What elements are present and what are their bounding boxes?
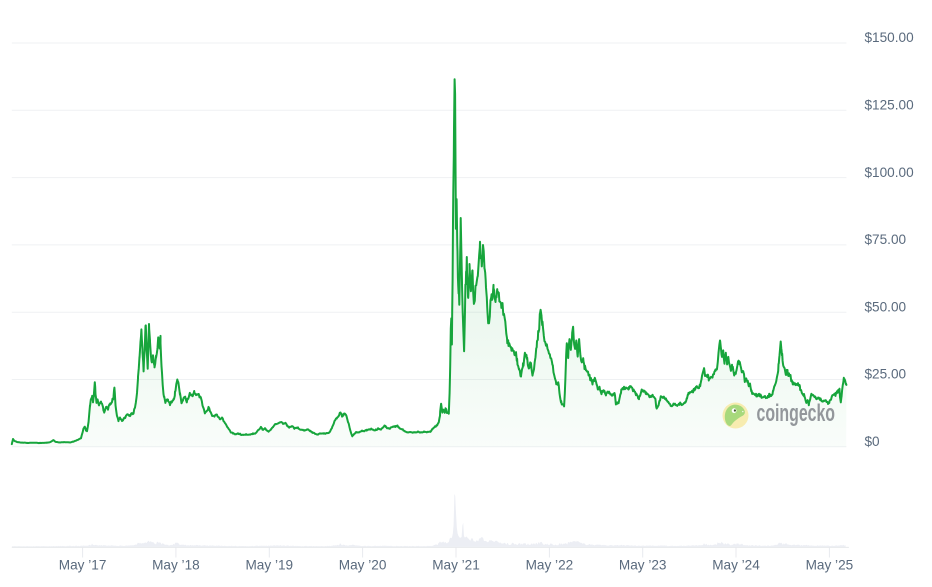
svg-text:May ’17: May ’17	[59, 558, 107, 573]
svg-text:May ’25: May ’25	[806, 558, 854, 573]
svg-text:$125.00: $125.00	[865, 98, 915, 113]
svg-text:coingecko: coingecko	[757, 400, 836, 427]
svg-text:May ’20: May ’20	[339, 558, 387, 573]
svg-text:May ’21: May ’21	[432, 558, 480, 573]
svg-text:May ’19: May ’19	[245, 558, 293, 573]
svg-text:May ’18: May ’18	[152, 558, 200, 573]
svg-text:$50.00: $50.00	[865, 299, 907, 314]
svg-text:$100.00: $100.00	[865, 165, 915, 180]
svg-text:$0: $0	[865, 434, 881, 449]
svg-text:$150.00: $150.00	[865, 30, 915, 45]
svg-text:May ’23: May ’23	[619, 558, 667, 573]
svg-text:$75.00: $75.00	[865, 232, 907, 247]
svg-text:$25.00: $25.00	[865, 367, 907, 382]
svg-text:May ’24: May ’24	[712, 558, 760, 573]
svg-text:May ’22: May ’22	[526, 558, 574, 573]
